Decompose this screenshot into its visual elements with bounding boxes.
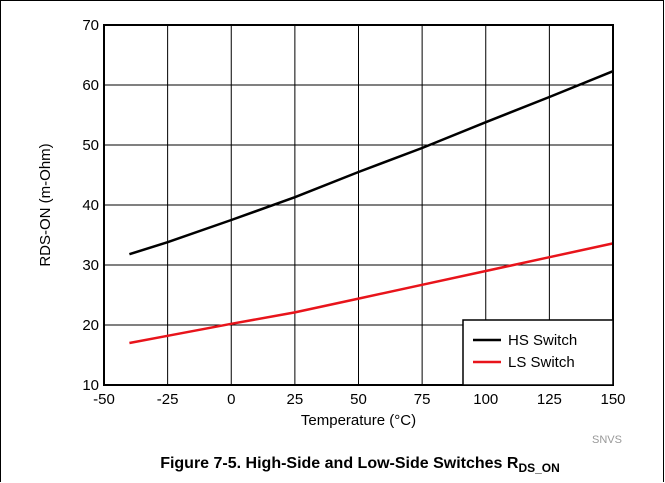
series-line-1: [129, 242, 614, 345]
figure-caption: Figure 7-5. High-Side and Low-Side Switc…: [0, 455, 665, 475]
x-tick-label-7: 125: [537, 391, 562, 408]
y-tick-label-1: 20: [82, 317, 99, 334]
caption-subscript: DS_ON: [518, 461, 560, 476]
x-tick-labels: -50 -25 0 25 50 75 100 125 150: [93, 391, 625, 408]
y-tick-label-0: 10: [82, 377, 99, 394]
legend-label-0: HS Switch: [508, 332, 577, 349]
series-layer: [129, 70, 614, 345]
y-tick-label-6: 70: [82, 17, 99, 34]
x-axis-label: Temperature (°C): [301, 412, 416, 429]
legend-label-1: LS Switch: [508, 354, 575, 371]
y-tick-label-3: 40: [82, 197, 99, 214]
y-tick-label-5: 60: [82, 77, 99, 94]
x-tick-label-3: 25: [287, 391, 304, 408]
y-axis-label: RDS-ON (m-Ohm): [37, 143, 54, 266]
plot-area: [103, 24, 614, 386]
x-tick-label-4: 50: [350, 391, 367, 408]
x-tick-label-5: 75: [414, 391, 431, 408]
y-tick-label-4: 50: [82, 137, 99, 154]
series-line-0: [129, 70, 614, 256]
y-tick-labels: 10 20 30 40 50 60 70: [82, 17, 99, 394]
x-tick-label-0: -50: [93, 391, 115, 408]
caption-main: Figure 7-5. High-Side and Low-Side Switc…: [160, 455, 519, 472]
y-tick-label-2: 30: [82, 257, 99, 274]
source-note: SNVS: [592, 434, 622, 446]
x-tick-label-6: 100: [473, 391, 498, 408]
rds-on-chart: -50 -25 0 25 50 75 100 125 150 10 20 30 40 50 60 70 Te…: [37, 17, 626, 446]
x-tick-label-2: 0: [227, 391, 235, 408]
x-tick-label-8: 150: [600, 391, 625, 408]
legend: HS Switch LS Switch: [462, 319, 614, 386]
legend-box: [462, 319, 614, 386]
x-tick-label-1: -25: [157, 391, 179, 408]
